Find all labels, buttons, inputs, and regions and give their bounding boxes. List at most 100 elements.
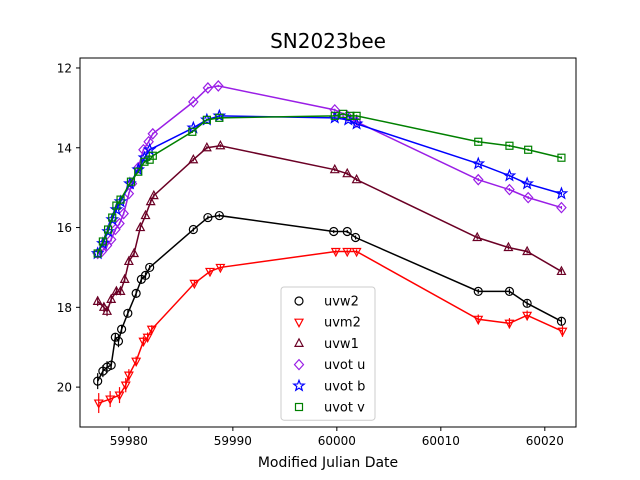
data-point-uvot-v [140,157,149,166]
data-point-uvot-u [522,191,534,204]
series-uvw1 [92,139,567,317]
data-point-uvot-v [330,111,339,120]
data-point-uvot-v [103,225,113,234]
legend-marker-uvot-b [292,378,306,392]
x-axis-label: Modified Julian Date [258,455,398,471]
data-point-uvw2 [93,376,103,386]
data-point-uvot-v [112,201,121,210]
data-point-uvot-b [554,186,569,200]
data-point-uvw1 [92,295,103,305]
data-point-uvot-v [126,177,136,186]
data-point-uvm2 [330,247,341,258]
data-point-uvm2 [93,399,104,409]
data-point-uvm2 [146,325,157,336]
data-layer [90,80,569,414]
data-point-uvot-v [474,137,483,146]
legend: uvw2 uvm2 uvw1 uvot u uvot b uvot v [280,286,376,421]
data-point-uvot-v [557,153,566,162]
data-point-uvw2 [113,336,124,346]
series-uvot-b [90,108,569,260]
series-line-uvw1 [97,144,562,313]
data-point-uvw2 [145,262,155,273]
data-point-uvot-v [108,213,117,222]
axes-frame [79,57,577,428]
data-point-uvw1 [215,139,226,150]
data-point-uvw2 [473,286,483,296]
data-point-uvot-u [147,127,159,140]
series-line-uvot-v [96,113,562,254]
y-tick-label: 18 [57,301,72,315]
data-point-uvot-b [520,176,534,190]
y-tick-label: 16 [57,221,72,235]
data-point-uvw1 [351,173,362,184]
legend-label-uvw2: uvw2 [324,295,359,310]
data-point-uvot-u [202,82,214,94]
series-uvw2 [93,210,567,390]
data-point-uvw2 [522,298,532,308]
data-point-uvm2 [138,337,149,348]
data-point-uvw1 [145,195,156,206]
data-point-uvw2 [556,316,567,326]
legend-marker-uvot-v [294,402,304,412]
data-point-uvw2 [214,210,224,221]
data-point-uvw2 [116,324,127,334]
legend-box [280,286,376,421]
data-point-uvm2 [215,263,226,274]
data-point-uvot-u [188,95,199,108]
chart-title: SN2023bee [270,29,386,53]
series-uvot-v [93,109,566,258]
data-point-uvw1 [342,167,353,178]
plot-area: 59980 59990 60000 60010 600201214161820uvw2u… [57,57,577,448]
legend-marker-uvw1 [294,337,304,347]
data-point-uvot-u [504,183,515,196]
data-point-uvw1 [106,293,117,303]
data-point-uvot-v [116,195,125,204]
data-point-uvw1 [123,255,134,266]
legend-label-uvot-v: uvot v [324,401,365,416]
legend-label-uvot-b: uvot b [324,379,365,394]
data-point-uvot-v [352,111,361,120]
data-point-uvw1 [135,221,146,232]
data-point-uvw2 [188,224,198,235]
data-point-uvw1 [503,241,514,252]
data-point-uvw1 [556,265,567,276]
data-point-uvm2 [557,327,568,338]
data-point-uvot-v [98,237,107,246]
data-point-uvot-v [134,167,143,176]
data-point-uvot-b [341,112,356,126]
data-point-uvm2 [123,371,134,381]
data-point-uvm2 [342,247,353,258]
data-point-uvot-u [118,207,129,220]
data-point-uvot-u [556,201,567,214]
data-point-uvw2 [140,270,151,281]
data-point-uvw2 [504,286,515,296]
data-point-uvw2 [203,212,213,223]
x-tick-label: 60010 [422,434,460,448]
legend-marker-uvw2 [294,296,304,306]
data-point-uvw1 [98,301,109,311]
data-point-uvot-v [524,145,533,154]
data-point-uvm2 [204,267,215,278]
data-point-uvm2 [351,247,362,258]
data-point-uvm2 [473,315,484,326]
data-point-uvw2 [350,232,361,243]
data-point-uvot-v [215,113,224,122]
series-uvm2 [93,247,568,414]
data-point-uvw1 [329,163,340,174]
data-point-uvw2 [329,226,339,237]
legend-marker-uvm2 [294,318,304,328]
data-point-uvot-v [148,151,157,160]
data-point-uvot-b [471,156,486,170]
y-tick-label: 12 [57,61,72,75]
data-point-uvot-u [105,233,117,246]
data-point-uvm2 [504,319,515,330]
data-point-uvw1 [201,141,212,152]
legend-label-uvm2: uvm2 [324,316,361,331]
data-point-uvot-v [188,127,197,136]
legend-label-uvw1: uvw1 [324,337,359,352]
x-tick-label: 60020 [526,434,564,448]
data-point-uvm2 [114,391,125,401]
data-point-uvw1 [472,231,483,242]
y-tick-label: 14 [57,141,72,155]
